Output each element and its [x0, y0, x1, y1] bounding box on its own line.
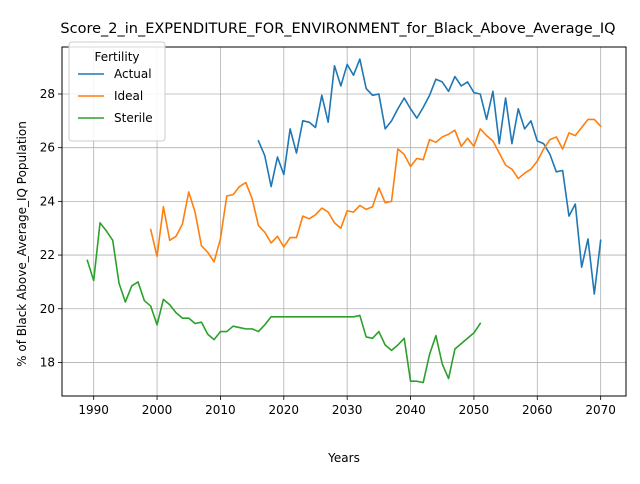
series-line-ideal: [149, 118, 602, 263]
y-tick-label: 20: [40, 302, 55, 316]
x-tick-label: 2030: [332, 403, 363, 417]
x-tick-label: 1990: [78, 403, 109, 417]
y-tick-label: 26: [40, 141, 55, 155]
x-tick-label: 2070: [585, 403, 616, 417]
series-line-sterile: [86, 222, 482, 384]
y-tick-label: 22: [40, 248, 55, 262]
x-tick-label: 2040: [395, 403, 426, 417]
series-lines: [86, 58, 602, 384]
axes: 1990 2000 2010 2020 2030 2040 2050 2060 2070 18 20…: [40, 87, 616, 417]
legend-box: [68, 41, 166, 142]
plot-frame: [61, 46, 627, 397]
legend-label-sterile: Sterile: [114, 111, 153, 125]
x-tick-label: 2000: [142, 403, 173, 417]
x-tick-label: 2010: [205, 403, 236, 417]
legend-entries: Actual Ideal Sterile: [78, 67, 153, 125]
y-tick-label: 18: [40, 355, 55, 369]
y-tick-label: 28: [40, 87, 55, 101]
x-tick-label: 2060: [522, 403, 553, 417]
legend-title: Fertility: [94, 50, 139, 64]
x-tick-label: 2020: [269, 403, 300, 417]
chart-title: Score_2_in_EXPENDITURE_FOR_ENVIRONMENT_f…: [60, 21, 615, 37]
x-axis-label: Years: [327, 451, 360, 465]
y-tick-label: 24: [40, 194, 55, 208]
legend-label-actual: Actual: [114, 67, 152, 81]
y-axis-label: % of Black Above_Average_IQ Population: [15, 121, 29, 367]
legend-label-ideal: Ideal: [114, 89, 143, 103]
series-line-actual: [257, 58, 602, 295]
x-tick-label: 2050: [459, 403, 490, 417]
legend: Fertility Actual Ideal Sterile: [68, 41, 166, 142]
